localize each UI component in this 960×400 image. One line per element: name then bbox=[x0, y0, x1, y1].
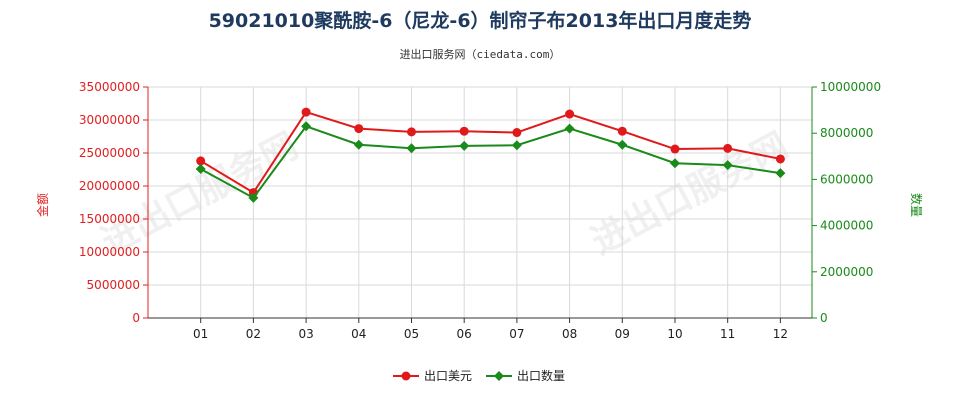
y-left-axis-label: 金额 bbox=[35, 193, 50, 217]
data-point bbox=[459, 140, 470, 151]
y-left-tick-label: 35000000 bbox=[79, 80, 140, 94]
series-amount bbox=[196, 107, 785, 198]
data-point bbox=[195, 164, 206, 175]
data-point bbox=[353, 139, 364, 150]
watermark-text: 进出口服务网 bbox=[585, 125, 795, 263]
y-right-tick-label: 4000000 bbox=[820, 219, 873, 233]
chart-title: 59021010聚酰胺-6（尼龙-6）制帘子布2013年出口月度走势 bbox=[208, 10, 752, 32]
legend-marker bbox=[401, 371, 411, 381]
data-point bbox=[669, 158, 680, 169]
legend-item: 出口数量 bbox=[486, 368, 565, 383]
series-line bbox=[200, 125, 781, 200]
data-point bbox=[301, 107, 311, 117]
series-layer bbox=[195, 107, 786, 203]
legend-marker bbox=[494, 371, 504, 381]
y-right-axis-label: 数量 bbox=[909, 193, 924, 217]
data-point bbox=[301, 121, 312, 132]
x-tick-label: 12 bbox=[773, 327, 788, 341]
data-point bbox=[722, 160, 733, 171]
axes-layer: 0500000010000000150000002000000025000000… bbox=[35, 80, 924, 341]
data-point bbox=[617, 126, 627, 136]
data-point bbox=[459, 126, 469, 136]
series-quantity bbox=[195, 121, 786, 203]
y-right-tick-label: 0 bbox=[820, 311, 828, 325]
x-tick-label: 10 bbox=[667, 327, 682, 341]
data-point bbox=[511, 140, 522, 151]
y-left-tick-label: 30000000 bbox=[79, 113, 140, 127]
data-point bbox=[775, 168, 786, 179]
legend-item: 出口美元 bbox=[393, 369, 472, 383]
x-tick-label: 04 bbox=[351, 327, 366, 341]
x-tick-label: 01 bbox=[193, 327, 208, 341]
x-tick-label: 07 bbox=[509, 327, 524, 341]
legend-label: 出口数量 bbox=[517, 368, 565, 383]
x-tick-label: 06 bbox=[457, 327, 472, 341]
series-line bbox=[200, 110, 781, 194]
x-tick-label: 02 bbox=[246, 327, 261, 341]
data-point bbox=[723, 143, 733, 153]
y-right-tick-label: 10000000 bbox=[820, 80, 881, 94]
legend: 出口美元 出口数量 bbox=[393, 368, 565, 383]
y-left-tick-label: 5000000 bbox=[87, 278, 140, 292]
x-tick-label: 03 bbox=[298, 327, 313, 341]
x-tick-label: 11 bbox=[720, 327, 735, 341]
data-point bbox=[775, 154, 785, 164]
legend-label: 出口美元 bbox=[424, 369, 472, 383]
data-point bbox=[565, 109, 575, 119]
data-point bbox=[564, 123, 575, 134]
data-point bbox=[406, 127, 416, 137]
data-point bbox=[617, 139, 628, 150]
x-tick-label: 08 bbox=[562, 327, 577, 341]
data-point bbox=[248, 192, 259, 203]
y-left-tick-label: 20000000 bbox=[79, 179, 140, 193]
y-right-tick-label: 8000000 bbox=[820, 126, 873, 140]
data-point bbox=[354, 124, 364, 134]
x-tick-label: 09 bbox=[615, 327, 630, 341]
y-right-tick-label: 6000000 bbox=[820, 172, 873, 186]
y-right-tick-label: 2000000 bbox=[820, 265, 873, 279]
data-point bbox=[196, 156, 206, 166]
y-left-tick-label: 0 bbox=[132, 311, 140, 325]
data-point bbox=[406, 143, 417, 154]
data-point bbox=[512, 128, 522, 138]
y-left-tick-label: 25000000 bbox=[79, 146, 140, 160]
y-left-tick-label: 15000000 bbox=[79, 212, 140, 226]
chart-subtitle: 进出口服务网（ciedata.com） bbox=[399, 48, 561, 61]
x-tick-label: 05 bbox=[404, 327, 419, 341]
data-point bbox=[670, 144, 680, 154]
y-left-tick-label: 10000000 bbox=[79, 245, 140, 259]
